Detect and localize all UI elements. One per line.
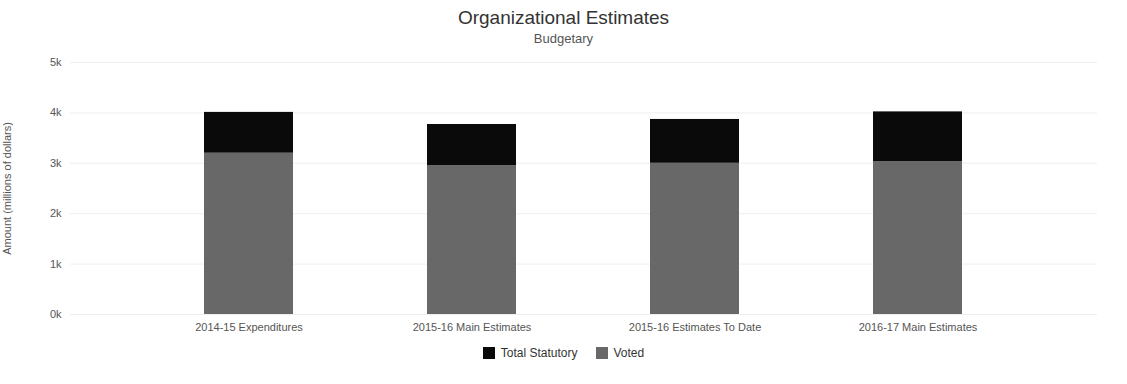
svg-text:5k: 5k [50,56,62,68]
svg-text:Amount (millions of dollars): Amount (millions of dollars) [1,122,13,255]
html-text:Voted: Voted [613,346,645,360]
svg-text:2016-17 Main Estimates: 2016-17 Main Estimates [859,321,978,333]
svg-text:2014-15 Expenditures: 2014-15 Expenditures [195,321,303,333]
svg-text:2k: 2k [50,207,62,219]
svg-text:4k: 4k [50,106,62,118]
svg-text:2015-16 Main Estimates: 2015-16 Main Estimates [413,321,532,333]
html-text:Budgetary: Budgetary [533,31,594,46]
svg-text:3k: 3k [50,157,62,169]
svg-text:0k: 0k [50,308,62,320]
svg-text:1k: 1k [50,258,62,270]
html-text:Organizational Estimates: Organizational Estimates [457,7,670,28]
html-text:Total Statutory: Total Statutory [500,346,578,360]
svg-text:2015-16 Estimates To Date: 2015-16 Estimates To Date [629,321,761,333]
